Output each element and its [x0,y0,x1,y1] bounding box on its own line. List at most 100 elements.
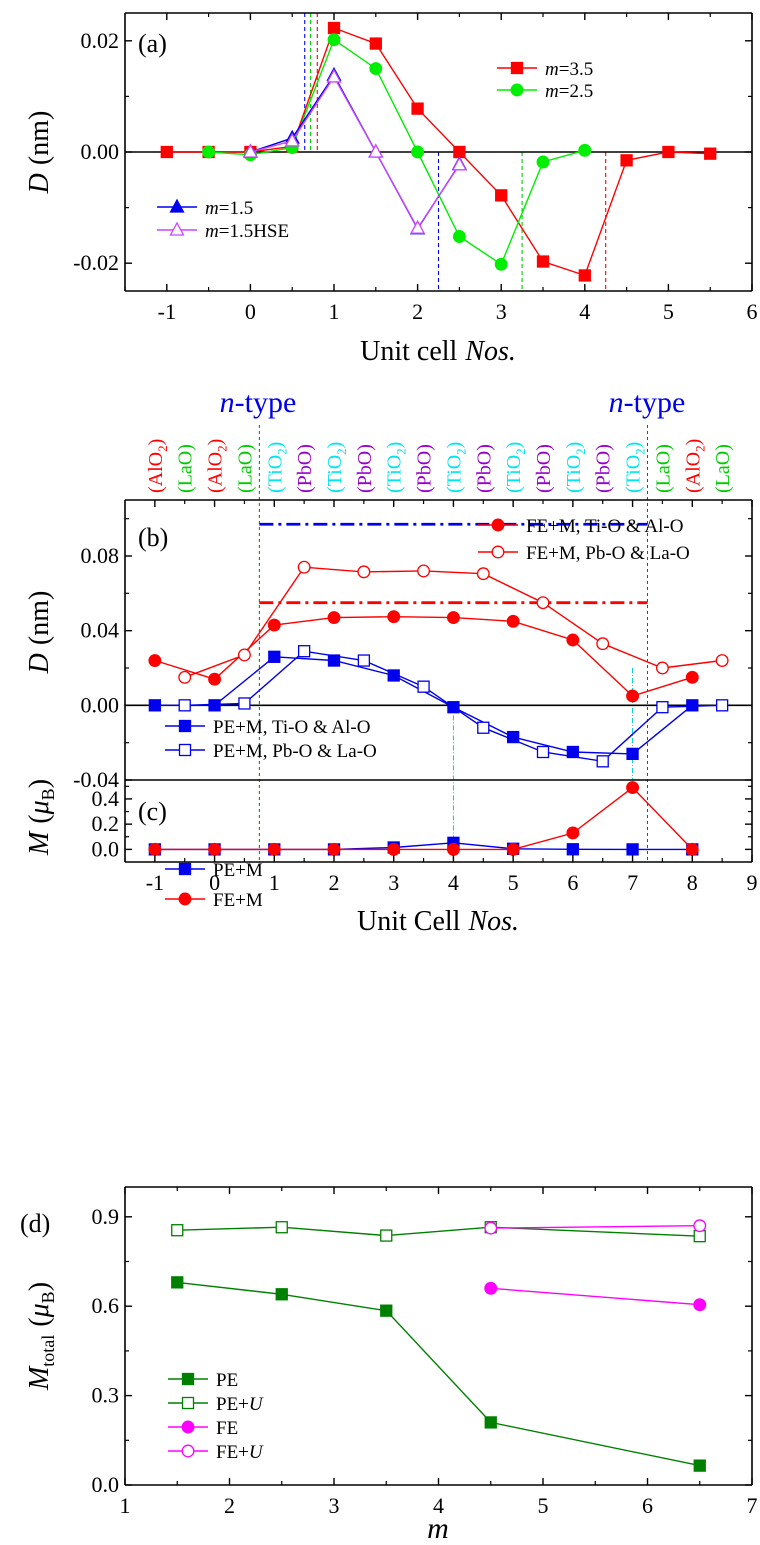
panel-b-series-2-point-2 [268,650,281,663]
legend-d-2-marker-point-0 [181,1420,195,1434]
panel-d-series-3-point-1 [693,1219,707,1233]
panel-b-series-3-point-3 [357,654,371,667]
layer-label-4: (TiO2) [264,442,289,493]
y-tick-label: 0.0 [92,1472,120,1497]
legend-label: FE+M [213,890,263,911]
legend-d-1: PE+U [168,1394,264,1415]
y-label-paren-open: ( [24,1317,55,1326]
layer-end: ) [563,442,585,449]
panel-d-series-2-point-1 [693,1298,707,1312]
legend-d-3: FE+U [168,1442,264,1463]
layer-label-18: (AlO2) [682,439,707,493]
panel-a-series-3-point-4 [410,219,426,234]
layer-label-10: (TiO2) [443,442,468,493]
panel-b-series-2-point-0 [148,699,162,712]
x-tick-label: 7 [627,870,638,895]
legend-a-0-marker-point-0 [510,61,524,75]
panel-a-series-0-point-4 [327,21,341,35]
layer-label-2: (AlO2) [205,439,230,493]
layer-subscript: 2 [334,448,349,455]
legend-label: =3.5 [559,59,593,80]
panel-b-series-1-line [184,566,723,678]
legend-d-1-text: PE+U [216,1394,264,1415]
layer-subscript: 2 [513,448,528,455]
panel-a-series-0-point-8 [495,189,508,202]
layer-text: (LaO) [234,444,256,493]
panel-d-series-2-point-0 [484,1281,498,1295]
n-type-suffix: -type [235,386,297,419]
panel-b-series-3-point-5 [477,721,490,734]
panel-b-series-1-point-3 [357,565,371,579]
panel-d-series-2-line [490,1287,700,1306]
panel-d-series-1-point-1 [275,1221,288,1234]
panel-c-x-label: Unit Cell Nos. [357,906,519,937]
panel-b-frame [124,499,753,781]
panel-c-series-0 [148,836,699,856]
panel-c-y-axis: 0.00.20.4 [92,785,752,861]
layer-text: (TiO [563,455,585,493]
legend-label-italic: m [205,198,219,219]
layer-end: ) [503,442,525,449]
legend-label: FE [216,1418,238,1439]
layer-text: (PbO) [414,444,436,493]
n-type-italic: n [609,386,624,419]
panel-c-x-axis: -1 0 1 2 3 4 5 6 7 8 9 [124,855,758,895]
y-tick-label: -0.02 [73,250,119,275]
panel-b-series-2-point-7 [566,745,580,759]
panel-a-series-1-point-4 [369,62,383,76]
panel-b-series-1-point-9 [715,654,729,667]
panel-c-series-1-point-0 [148,842,162,856]
panel-c-series-1-point-7 [566,826,580,840]
panel-b-series-1-point-0 [178,670,192,684]
panel-c-label: (c) [138,797,167,826]
panel-a-series-0-point-13 [704,147,717,160]
panel-b-series-1-point-1 [237,648,251,662]
legend-label-italic: U [249,1394,264,1415]
layer-text: (TiO [264,455,286,493]
legend-b-0: FE+M, Ti-O & Al-O [478,516,683,537]
panel-b-series-0-point-4 [387,610,401,624]
legend-a-3-marker-point-0 [169,221,185,236]
panel-b-series-0-point-5 [446,611,460,625]
panel-a-series-3-line [250,75,460,230]
x-tick-label: 6 [747,299,758,324]
legend-label: =1.5HSE [219,221,289,242]
y-label-unit-sub: B [38,788,58,800]
panel-d-series-3 [484,1219,707,1235]
panel-a-series-3-point-0 [242,143,258,158]
layer-subscript: 2 [274,448,289,455]
x-tick-label: 2 [412,299,423,324]
layer-text: (LaO) [175,444,197,493]
layer-label-13: (PbO) [533,444,555,493]
panel-a-series-0-point-5 [369,37,382,50]
legend-label: FE+M, Ti-O & Al-O [526,516,683,537]
legend-label: PE [216,1370,238,1391]
panel-d-y-label: Mtotal (μB) [24,1282,58,1391]
panel-d-legend: PE PE+U FE FE+U [168,1370,264,1463]
x-tick-label: 3 [496,299,507,324]
panel-b-series-1 [178,560,729,684]
legend-a-0: m=3.5 [497,59,593,80]
layer-text: (LaO) [652,444,674,493]
panel-c-series-0-point-8 [626,843,639,856]
x-tick-label: 4 [579,299,590,324]
layer-text: (TiO [384,455,406,493]
y-tick-label: 0.3 [92,1383,120,1408]
y-label-unit: (nm) [24,111,55,165]
layer-text: (TiO [443,455,465,493]
y-tick-label: -0.04 [73,767,119,792]
panel-d-series-0 [171,1276,706,1472]
panel-c-series-1-point-6 [506,842,520,856]
x-tick-label: 2 [329,870,340,895]
panel-c-series-1-point-8 [626,781,640,795]
panel-a-series-1-point-5 [411,145,425,159]
panel-d-series-0-point-2 [380,1304,393,1317]
layer-end: ) [384,442,406,449]
panel-b-series-0-point-7 [566,633,580,647]
x-tick-label: 6 [567,870,578,895]
y-label-paren-close: ) [24,1282,55,1291]
layer-text: (AlO [682,452,704,493]
panel-b-series-1-point-7 [596,637,610,651]
y-label-paren-open: ( [24,814,55,823]
